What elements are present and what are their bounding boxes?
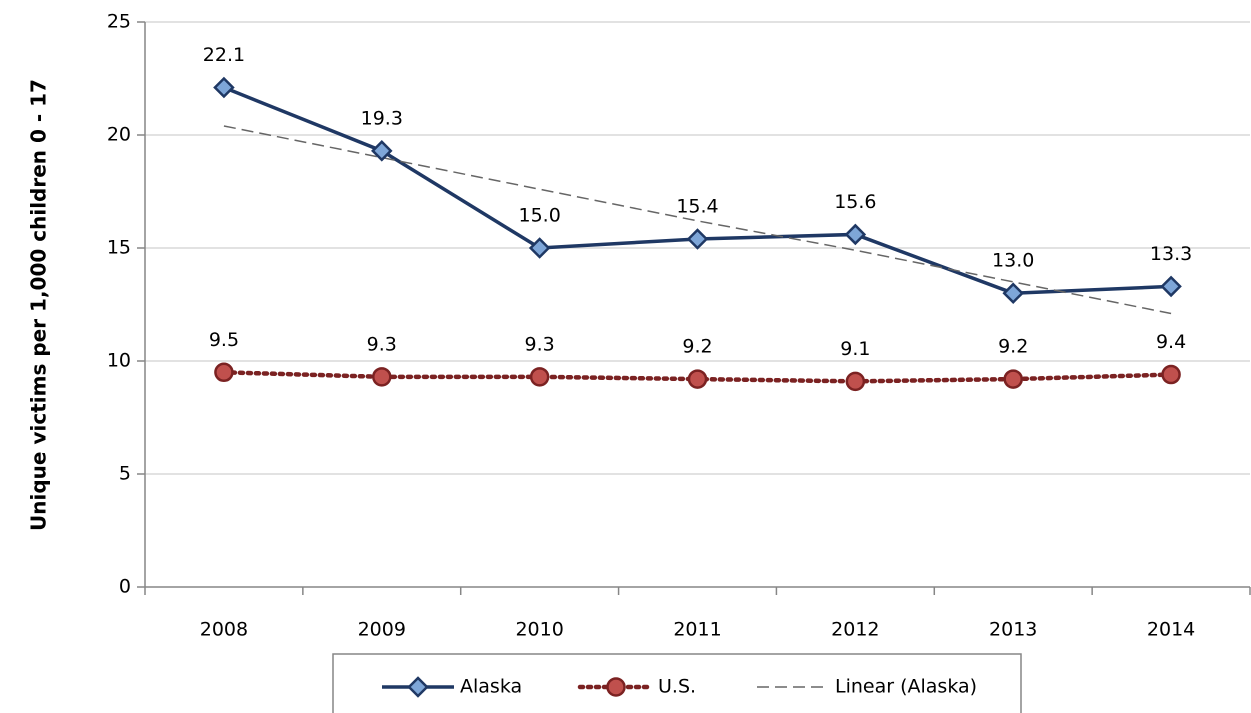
y-tick-label: 15 [107, 237, 131, 259]
data-point [845, 371, 866, 392]
data-label: 9.3 [367, 333, 397, 355]
series-line [223, 125, 1172, 315]
data-point [529, 367, 550, 387]
data-label: 9.2 [998, 336, 1028, 358]
data-label: 15.6 [834, 191, 876, 213]
y-tick-label: 25 [107, 11, 131, 33]
data-point [1003, 369, 1023, 389]
data-point [372, 367, 392, 387]
x-tick-label: 2009 [358, 619, 406, 641]
y-tick-label: 5 [119, 463, 131, 485]
legend-marker [606, 677, 626, 697]
legend-marker [407, 676, 429, 698]
x-tick-label: 2014 [1147, 619, 1195, 641]
x-tick-label: 2011 [673, 619, 721, 641]
data-point [687, 369, 708, 389]
data-point [1002, 282, 1024, 304]
x-tick-label: 2013 [989, 619, 1037, 641]
data-label: 15.4 [676, 195, 718, 217]
x-tick-label: 2010 [515, 619, 563, 641]
data-label: 13.3 [1150, 243, 1192, 265]
legend-label: Alaska [460, 676, 522, 698]
y-tick-label: 20 [107, 124, 131, 146]
data-label: 9.1 [840, 338, 870, 360]
data-label: 9.3 [525, 333, 555, 355]
y-tick-label: 10 [107, 350, 131, 372]
data-point [1161, 364, 1181, 385]
legend-box [332, 653, 1022, 713]
data-label: 19.3 [361, 107, 403, 129]
data-point [844, 223, 867, 246]
data-label: 9.5 [209, 329, 239, 351]
data-label: 15.0 [518, 205, 560, 227]
data-label: 13.0 [992, 250, 1034, 272]
data-point [686, 228, 709, 250]
data-point [1160, 275, 1182, 298]
x-tick-label: 2012 [831, 619, 879, 641]
data-label: 22.1 [203, 44, 245, 66]
legend-label: Linear (Alaska) [835, 676, 977, 698]
y-tick-label: 0 [119, 576, 131, 598]
y-axis-title: Unique victims per 1,000 children 0 - 17 [27, 79, 51, 531]
legend-label: U.S. [658, 676, 696, 698]
data-point [371, 140, 393, 162]
data-label: 9.4 [1156, 331, 1186, 353]
data-point [214, 362, 234, 383]
x-tick-label: 2008 [200, 619, 248, 641]
data-point [213, 76, 235, 99]
data-point [528, 237, 551, 259]
data-label: 9.2 [682, 336, 712, 358]
